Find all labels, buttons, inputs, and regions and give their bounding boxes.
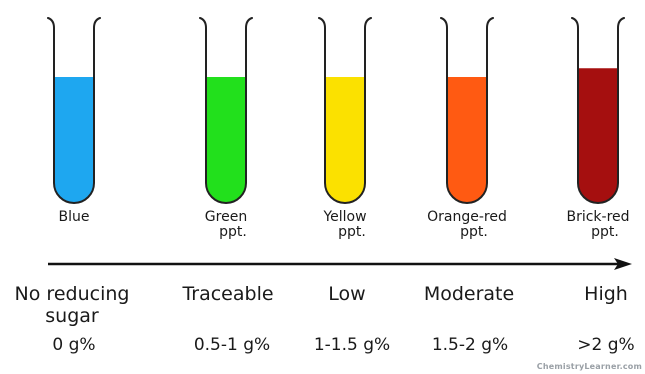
tube-outline-yellow — [318, 17, 372, 204]
amount-4: >2 g% — [577, 335, 635, 355]
liquid-green — [206, 77, 246, 203]
arrow-head — [614, 258, 632, 270]
liquid-blue — [54, 77, 94, 203]
amount-0: 0 g% — [52, 335, 96, 355]
tube-outline-orange-red — [440, 17, 494, 204]
level-high: High — [584, 283, 628, 305]
test-tube-brick-red — [571, 17, 625, 204]
test-tube-yellow — [318, 17, 372, 204]
level-moderate: Moderate — [423, 283, 515, 305]
tube-label-green: Green ppt. — [204, 209, 248, 240]
level-traceable: Traceable — [182, 283, 274, 305]
test-tube-green — [199, 17, 253, 204]
test-tube-blue — [47, 17, 101, 204]
amount-2: 1-1.5 g% — [313, 335, 391, 355]
watermark-logo: ChemistryLearner.com — [536, 362, 642, 371]
level-no-reducing-sugar: No reducing sugar — [14, 283, 130, 327]
test-tube-orange-red — [440, 17, 494, 204]
tube-label-blue: Blue — [58, 209, 90, 225]
liquid-orange-red — [447, 77, 487, 203]
liquid-brick-red — [578, 68, 618, 203]
tube-label-brick-red: Brick-red ppt. — [566, 209, 630, 240]
tube-label-orange-red: Orange-red ppt. — [427, 209, 507, 240]
tube-outline-green — [199, 17, 253, 204]
tube-label-yellow: Yellow ppt. — [323, 209, 367, 240]
level-low: Low — [328, 283, 366, 305]
amount-3: 1.5-2 g% — [431, 335, 509, 355]
amount-1: 0.5-1 g% — [193, 335, 271, 355]
liquid-yellow — [325, 77, 365, 203]
tube-outline-brick-red — [571, 17, 625, 204]
tube-outline-blue — [47, 17, 101, 204]
